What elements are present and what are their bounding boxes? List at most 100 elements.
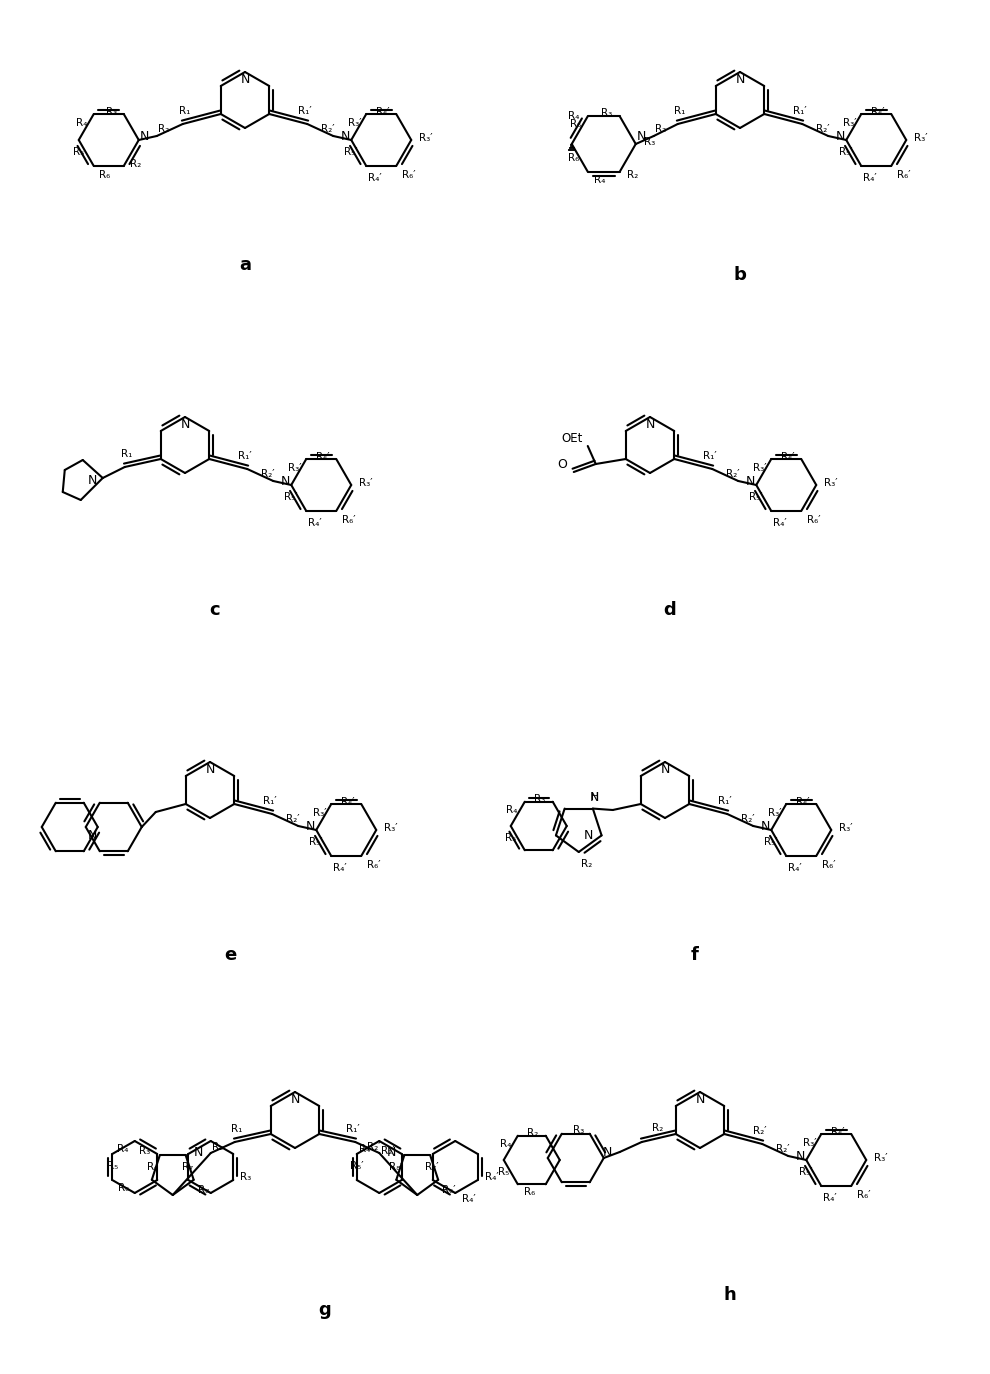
Text: g: g [319,1301,332,1319]
Text: R₆′: R₆′ [897,170,911,180]
Text: N: N [290,1092,300,1106]
Text: R₂′: R₂′ [816,124,830,135]
Text: R₅′: R₅′ [800,1167,813,1178]
Text: R₆′: R₆′ [316,452,330,462]
Text: N: N [695,1092,705,1106]
Text: a: a [239,256,251,273]
Text: R₃′: R₃′ [874,1153,888,1162]
Text: R₆′: R₆′ [443,1184,455,1195]
Text: R₁′: R₁′ [346,1124,360,1134]
Text: R₃′: R₃′ [840,823,852,833]
Text: R₅′: R₅′ [749,492,763,502]
Text: R₆: R₆ [118,1183,130,1193]
Text: R₄′: R₄′ [368,173,382,183]
Text: R₄′: R₄′ [308,518,322,528]
Text: N: N [736,73,744,87]
Text: R₃′: R₃′ [288,463,301,473]
Text: R₂: R₂ [157,124,168,135]
Text: R₇: R₇ [182,1162,193,1172]
Text: R₄′: R₄′ [334,863,347,872]
Text: R₃: R₃ [106,107,117,117]
Text: R₄: R₄ [506,805,518,815]
Text: R₅′: R₅′ [310,837,323,846]
Text: N: N [590,790,600,804]
Text: N: N [584,829,594,842]
Text: R₃′: R₃′ [767,808,781,818]
Text: O: O [556,458,566,470]
Text: R₆′: R₆′ [831,1127,844,1138]
Text: R₃′: R₃′ [842,118,856,128]
Text: R₆: R₆ [147,1162,157,1172]
Text: R₆′: R₆′ [781,452,794,462]
Text: R₅′: R₅′ [345,147,358,157]
Text: R₆: R₆ [568,153,579,164]
Text: R₈′: R₈′ [389,1162,402,1172]
Text: R₂′: R₂′ [367,1142,381,1151]
Text: R₆: R₆ [99,170,110,180]
Text: R₄: R₄ [594,174,605,184]
Text: R₃′: R₃′ [419,133,433,143]
Text: R₁: R₁ [231,1124,243,1134]
Text: R₂′: R₂′ [727,469,740,480]
Text: N: N [87,474,97,486]
Text: R₂′: R₂′ [381,1146,395,1156]
Text: OEt: OEt [561,431,582,445]
Text: N: N [241,73,249,87]
Text: f: f [691,947,699,965]
Text: R₁: R₁ [121,449,133,459]
Text: R₂: R₂ [627,170,638,180]
Text: R₁′: R₁′ [239,451,252,462]
Text: R₄′: R₄′ [773,518,787,528]
Text: R₅: R₅ [505,833,517,844]
Text: R₄: R₄ [118,1145,129,1154]
Text: R₁′: R₁′ [703,451,717,462]
Text: d: d [663,600,676,620]
Text: e: e [224,947,237,965]
Text: R₁: R₁ [179,106,190,115]
Text: c: c [210,600,221,620]
Text: R₄′: R₄′ [788,863,802,872]
Text: N: N [645,418,654,431]
Text: R₅: R₅ [107,1161,118,1171]
Text: N: N [205,763,215,776]
Text: R₅′: R₅′ [284,492,298,502]
Text: h: h [724,1286,737,1304]
Text: R₅′: R₅′ [764,837,778,846]
Text: R₅′: R₅′ [840,147,853,157]
Text: R₁′: R₁′ [298,106,312,115]
Text: b: b [734,267,746,284]
Text: R₆′: R₆′ [402,170,416,180]
Text: R₂: R₂ [130,159,141,169]
Text: R₅: R₅ [569,120,581,129]
Text: N: N [281,474,291,488]
Text: R₂: R₂ [212,1142,223,1151]
Text: R₆′: R₆′ [870,107,884,117]
Text: R₂′: R₂′ [286,813,300,824]
Text: R₃: R₃ [139,1146,150,1156]
Text: R₄: R₄ [500,1139,512,1149]
Text: R₆′: R₆′ [375,107,389,117]
Text: R₄: R₄ [76,118,88,128]
Text: R₃: R₃ [644,137,655,147]
Text: R₂′: R₂′ [321,124,335,135]
Text: R₁′: R₁′ [263,796,277,807]
Text: R₃′: R₃′ [384,823,398,833]
Text: R₁: R₁ [674,106,685,115]
Text: N: N [660,763,669,776]
Text: R₂′: R₂′ [261,469,275,480]
Text: N: N [342,129,350,143]
Text: R₆: R₆ [524,1187,535,1197]
Text: N: N [306,819,316,833]
Text: R₁′: R₁′ [719,796,733,807]
Text: R₃′: R₃′ [825,478,838,488]
Text: R₈: R₈ [198,1184,209,1195]
Text: R₅: R₅ [73,147,84,157]
Text: R₄′: R₄′ [359,1145,373,1154]
Text: R₃′: R₃′ [347,118,361,128]
Text: N: N [602,1146,612,1158]
Text: R₆′: R₆′ [341,797,354,807]
Text: R₃: R₃ [534,794,544,804]
Text: R₆′: R₆′ [796,797,809,807]
Text: R₄: R₄ [568,111,579,121]
Text: R₂: R₂ [654,124,665,135]
